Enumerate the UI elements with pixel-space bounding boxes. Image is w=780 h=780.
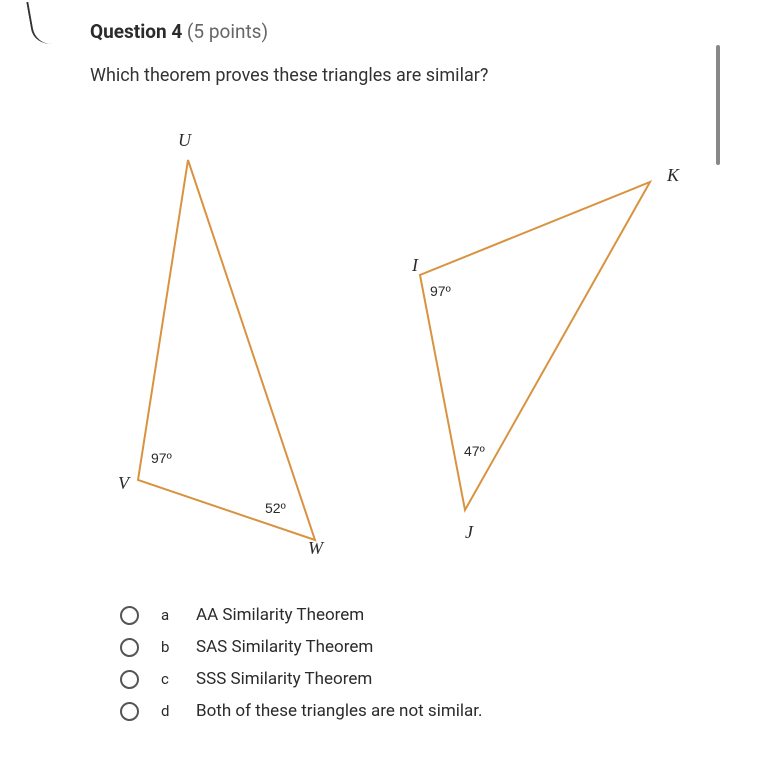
triangle-diagram: U V W 97º 52º I J K 97º 47º [90,110,710,570]
question-text: Which theorem proves these triangles are… [90,65,488,86]
question-header: Question 4 (5 points) [90,20,268,43]
question-number: Question 4 [90,20,182,43]
label-k: K [667,165,679,186]
triangle-uvw [138,160,315,540]
option-text: SAS Similarity Theorem [196,637,373,657]
option-a[interactable]: a AA Similarity Theorem [120,605,482,625]
label-w: W [308,538,323,559]
option-letter: c [161,670,196,688]
triangle-ijk [420,182,650,510]
triangles-svg [90,110,710,570]
option-text: SSS Similarity Theorem [196,669,372,689]
option-letter: a [161,606,196,624]
decorative-paren [26,0,54,46]
angle-i: 97º [430,283,451,299]
angle-v: 97º [151,450,172,466]
answer-options: a AA Similarity Theorem b SAS Similarity… [120,605,482,733]
radio-c[interactable] [120,670,139,689]
option-d[interactable]: d Both of these triangles are not simila… [120,701,482,721]
label-v: V [118,473,129,494]
option-b[interactable]: b SAS Similarity Theorem [120,637,482,657]
label-j: J [465,522,473,543]
option-text: Both of these triangles are not similar. [196,701,482,721]
angle-j: 47º [464,443,485,459]
radio-b[interactable] [120,638,139,657]
angle-w: 52º [265,500,286,516]
label-i: I [412,255,418,276]
question-points: (5 points) [182,20,268,43]
option-letter: b [161,638,196,656]
radio-a[interactable] [120,606,139,625]
option-letter: d [161,702,196,720]
option-c[interactable]: c SSS Similarity Theorem [120,669,482,689]
label-u: U [178,130,191,151]
radio-d[interactable] [120,702,139,721]
option-text: AA Similarity Theorem [196,605,364,625]
scrollbar[interactable] [716,45,720,165]
